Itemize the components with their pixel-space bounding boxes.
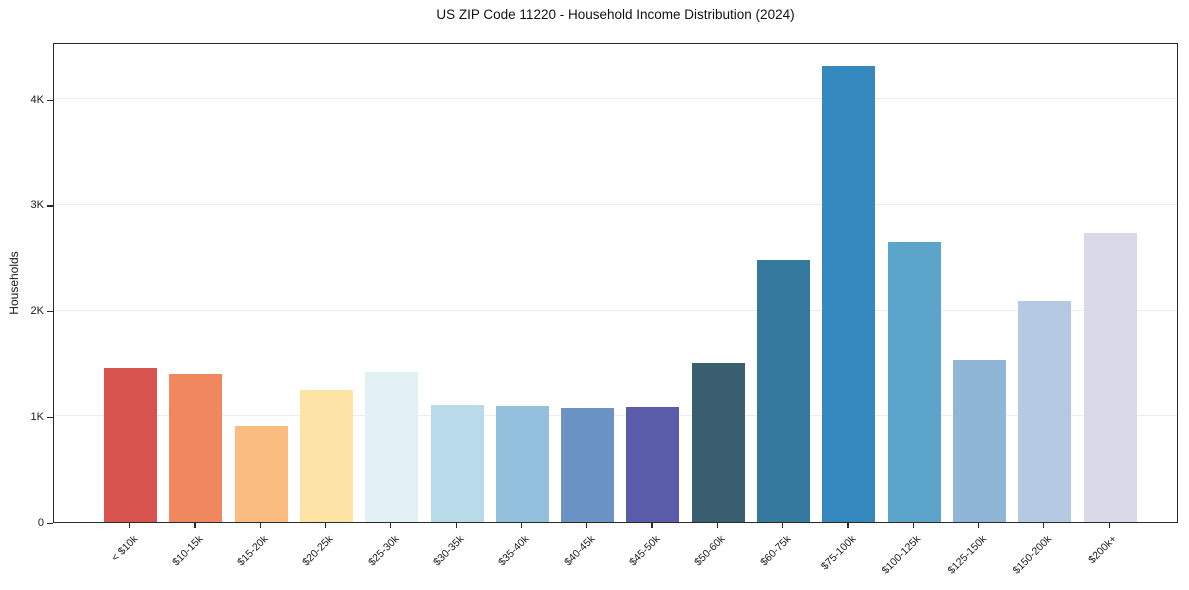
x-tick-mark [586, 523, 588, 528]
x-tick-label: $40-45k [561, 533, 598, 569]
bar [365, 371, 419, 522]
x-tick-label: < $10k [108, 533, 140, 564]
x-tick-label: $150-200k [1010, 533, 1055, 577]
x-tick-mark [324, 523, 327, 528]
y-tick-label: 4K [30, 93, 44, 106]
y-tick-mark [47, 205, 53, 207]
x-tick-label: $15-20k [235, 533, 271, 569]
chart-title: US ZIP Code 11220 - Household Income Dis… [436, 7, 795, 22]
bar [299, 389, 353, 522]
gridline [54, 415, 1177, 417]
bar [169, 373, 223, 522]
x-tick-label: $25-30k [365, 533, 402, 569]
x-tick-label: $125-150k [945, 533, 989, 577]
bar [561, 407, 615, 522]
bar [1083, 233, 1137, 522]
x-tick-mark [716, 523, 718, 528]
x-tick-label: $20-25k [300, 533, 336, 569]
bar [887, 241, 941, 522]
y-tick-label: 2K [30, 305, 44, 318]
x-tick-label: $45-50k [627, 533, 663, 569]
x-tick-mark [782, 523, 784, 528]
y-tick-label: 0 [37, 516, 44, 529]
bar [691, 363, 745, 522]
x-tick-label: $30-35k [431, 533, 467, 569]
bar [952, 360, 1006, 522]
x-tick-label: $10-15k [169, 533, 206, 569]
x-tick-mark [912, 523, 914, 528]
x-tick-mark [1108, 523, 1110, 528]
x-tick-mark [194, 523, 196, 528]
y-tick-label: 1K [30, 410, 44, 423]
x-tick-mark [651, 523, 653, 528]
bar [757, 259, 810, 522]
x-tick-mark [259, 523, 261, 528]
y-tick-label: 3K [30, 199, 44, 212]
plot-area [53, 43, 1178, 523]
bar [1018, 301, 1072, 522]
x-tick-mark [1043, 523, 1045, 528]
bar [234, 425, 288, 522]
x-tick-label: $75-100k [818, 533, 859, 573]
x-tick-label: $50-60k [692, 533, 728, 569]
bar [104, 367, 157, 522]
bar [822, 66, 876, 522]
gridline [54, 309, 1177, 311]
y-tick-mark [47, 311, 53, 313]
x-tick-label: $60-75k [757, 533, 793, 569]
x-tick-mark [390, 523, 392, 528]
x-tick-mark [520, 523, 523, 528]
x-tick-mark [129, 523, 131, 528]
y-tick-mark [47, 522, 53, 524]
bar [495, 405, 549, 522]
x-tick-mark [977, 523, 980, 528]
x-tick-label: $35-40k [496, 533, 532, 569]
bar [626, 406, 680, 522]
gridline [54, 98, 1177, 100]
x-tick-mark [847, 523, 849, 528]
x-tick-mark [455, 523, 457, 528]
x-tick-label: $200k+ [1086, 533, 1120, 567]
y-tick-mark [47, 416, 53, 419]
gridline [54, 203, 1177, 205]
x-tick-label: $100-125k [880, 533, 924, 577]
y-tick-mark [47, 99, 53, 101]
bar [430, 404, 484, 522]
